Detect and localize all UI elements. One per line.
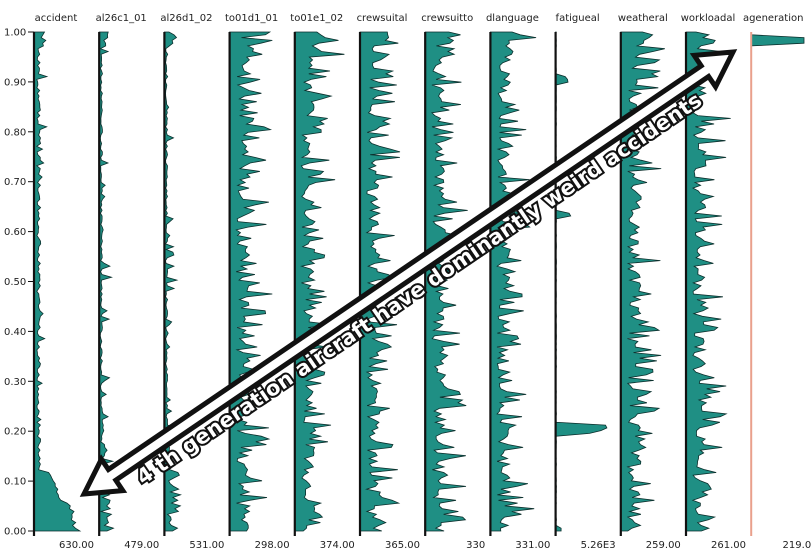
- column-workloadal: workloadal 261.00: [681, 13, 746, 551]
- y-tick-label: 0.50: [4, 277, 26, 288]
- y-tick-label: 0.70: [4, 177, 26, 188]
- distribution-area-to01d1_01: [229, 31, 273, 532]
- column-ageneration: ageneration 219.0: [743, 13, 811, 551]
- column-max-label: 374.00: [320, 540, 355, 551]
- column-max-label: 479.00: [124, 540, 159, 551]
- y-tick-label: 0.20: [4, 427, 26, 438]
- column-header: al26d1_02: [160, 13, 212, 24]
- column-al26d1_02: al26d1_02 531.00: [160, 13, 224, 551]
- column-accident: accident 630.00: [32, 13, 94, 551]
- column-header: ageneration: [743, 13, 804, 24]
- y-tick-label: 0.80: [4, 127, 26, 138]
- column-max-label: 259.00: [646, 540, 681, 551]
- column-crewsuital: crewsuital 365.00: [357, 13, 420, 551]
- y-tick-label: 0.90: [4, 77, 26, 88]
- y-tick-label: 0.10: [4, 477, 26, 488]
- column-header: to01e1_02: [290, 13, 343, 24]
- column-crewsuitto: crewsuitto 330: [421, 13, 485, 551]
- y-axis: 1.00 0.90 0.80 0.70 0.60 0.50 0.40 0.30 0.20 0.10…: [4, 28, 34, 538]
- distribution-area-al26d1_02: [164, 31, 182, 532]
- y-tick-label: 0.00: [4, 527, 26, 538]
- column-header: fatigueal: [556, 13, 600, 24]
- column-header: weatheral: [618, 13, 668, 24]
- distribution-area-to01e1_02: [294, 31, 345, 532]
- column-header: crewsuital: [357, 13, 408, 24]
- distribution-area-crewsuital: [359, 31, 401, 532]
- column-to01d1_01: to01d1_01 298.00: [225, 13, 290, 551]
- distribution-area-dlanguage: [490, 31, 537, 532]
- column-fatigueal: fatigueal 5.26E3: [554, 13, 616, 551]
- column-max-label: 531.00: [189, 540, 224, 551]
- column-max-label: 331.00: [515, 540, 550, 551]
- column-max-label: 630.00: [59, 540, 94, 551]
- column-max-label: 261.00: [711, 540, 746, 551]
- y-tick-label: 0.40: [4, 327, 26, 338]
- y-tick-label: 0.30: [4, 377, 26, 388]
- column-dlanguage: dlanguage 331.00: [486, 13, 550, 551]
- column-max-label: 298.00: [255, 540, 290, 551]
- y-tick-label: 0.60: [4, 227, 26, 238]
- distribution-area-accident: [33, 31, 82, 532]
- distribution-area-workloadal: [685, 31, 731, 532]
- columns-layer: accident 630.00 al26c1_01 479.00 al26d1_02 53…: [32, 13, 811, 551]
- distribution-area-crewsuitto: [424, 31, 468, 532]
- column-header: crewsuitto: [421, 13, 473, 24]
- column-header: dlanguage: [486, 13, 539, 24]
- column-max-label: 365.00: [385, 540, 420, 551]
- column-header: to01d1_01: [225, 13, 278, 24]
- column-max-label: 5.26E3: [581, 540, 616, 551]
- column-header: workloadal: [681, 13, 735, 24]
- column-max-label: 219.0: [783, 540, 812, 551]
- column-max-label: 330: [466, 540, 485, 551]
- column-to01e1_02: to01e1_02 374.00: [290, 13, 355, 551]
- y-tick-label: 1.00: [4, 28, 26, 39]
- distribution-area-fatigueal: [555, 31, 608, 532]
- distribution-area-ageneration: [750, 32, 805, 531]
- double-arrow-shape: [79, 49, 738, 497]
- column-header: accident: [35, 13, 78, 24]
- column-header: al26c1_01: [96, 13, 147, 24]
